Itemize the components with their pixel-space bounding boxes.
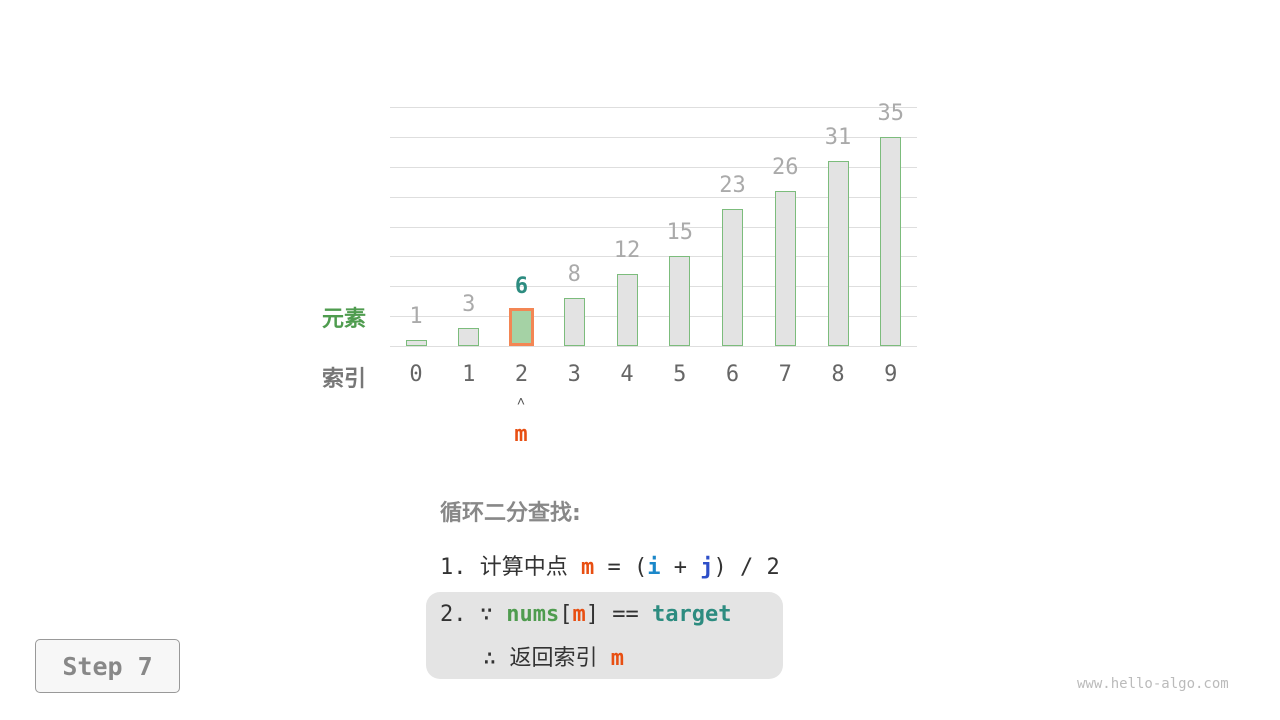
step-2-line-2: ∴ 返回索引 m [483,640,624,672]
bar [563,298,585,346]
var-i: i [647,555,661,580]
index-label: 6 [725,362,740,387]
step-1: 1. 计算中点 m = (i + j) / 2 [440,549,780,581]
value-label: 15 [666,220,694,246]
gridline [390,196,917,198]
gridline [390,346,917,347]
value-label: 3 [462,292,476,318]
bar [827,160,849,346]
bracket: ] [585,602,599,627]
step-2-text: 返回索引 [509,646,598,671]
bracket: [ [559,602,573,627]
step-2-highlight [426,592,783,679]
pointer-arrow-icon: ˄ [516,394,526,410]
equals: == [612,602,639,627]
bar [722,208,743,346]
bar [405,340,427,346]
because-symbol: ∵ [479,602,493,627]
bar [669,256,691,346]
gridline [390,107,917,109]
index-label: 0 [409,362,423,387]
step-1-eq: = ( [607,555,648,580]
index-label: 8 [831,362,845,387]
plus: + [673,555,688,580]
step-2-num: 2. [440,602,467,627]
value-label: 26 [772,154,799,180]
step-button[interactable]: Step 7 [35,639,180,693]
gridline [390,226,917,228]
value-label: 31 [824,124,852,150]
var-m: m [581,555,595,580]
pointer-m-label: m [514,422,528,447]
value-label: 23 [719,172,746,198]
value-label: 35 [877,101,905,126]
index-label: 2 [514,362,529,387]
bar [880,137,902,346]
gridline [390,256,917,258]
watermark: www.hello-algo.com [1077,676,1229,692]
gridline [390,166,917,168]
step-1-rest: ) / 2 [713,555,780,580]
step-1-text: 计算中点 [479,555,568,580]
index-label: 7 [778,362,792,387]
step-1-num: 1. [440,555,467,580]
step-2-line-1: 2. ∵ nums[m] == target [440,602,731,627]
therefore-symbol: ∴ [483,646,497,671]
value-label: 12 [613,238,641,264]
element-row-label: 元素 [322,307,367,332]
bar [509,308,534,346]
steps-title: 循环二分查找: [440,501,581,526]
value-label: 1 [409,304,423,330]
bar [458,328,480,346]
bar [774,190,796,346]
index-row-label: 索引 [322,367,367,392]
gridline [390,286,917,288]
var-j: j [700,555,714,580]
index-label: 5 [673,362,687,387]
var-m: m [572,602,586,627]
value-label: 6 [514,274,529,300]
value-label: 8 [567,262,581,288]
index-label: 1 [462,362,476,387]
var-nums: nums [506,602,560,627]
index-label: 4 [620,362,634,387]
var-m: m [610,646,625,671]
index-label: 9 [884,362,898,387]
gridline [390,316,917,318]
bar [616,274,638,346]
var-target: target [651,602,732,627]
gridline [390,137,917,138]
index-label: 3 [567,362,581,387]
